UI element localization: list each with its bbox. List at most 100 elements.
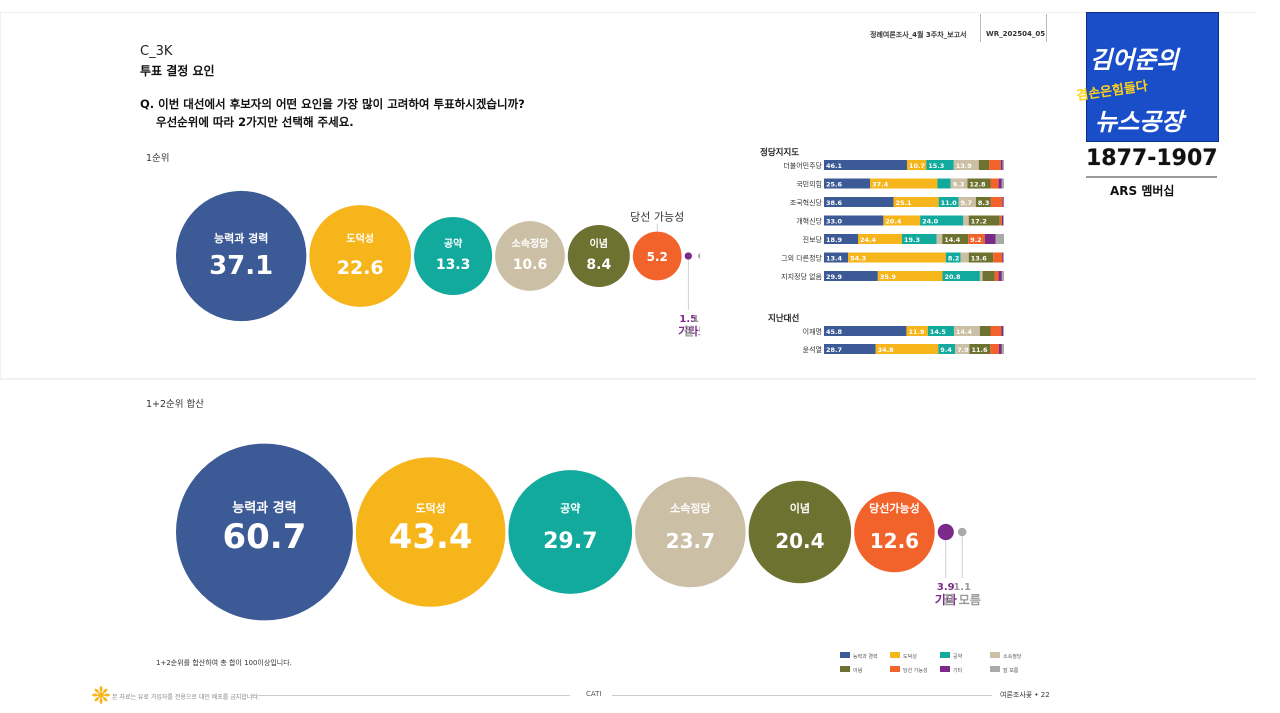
phone-rule (1086, 176, 1217, 178)
legend-item: 잘 모름 (990, 666, 1019, 674)
stack-segment (926, 160, 954, 170)
stack-row: 윤석열 28.7 34.8 9.4 7.9 11.6 (803, 344, 1004, 354)
question-line-2: 우선순위에 따라 2가지만 선택해 주세요. (156, 115, 354, 129)
stack-segment (990, 197, 1003, 207)
show-logo-line3: 뉴스공장 (1095, 108, 1184, 136)
party-support-chart: 더불어민주당 46.1 10.7 15.3 13.9 국민의힘 25.6 37.4 9.3 12.… (781, 160, 1004, 281)
stack-segment (938, 197, 959, 207)
stack-value: 37.4 (872, 181, 889, 189)
legend-label: 당선 가능성 (903, 667, 928, 674)
footer-method: CATI (586, 690, 602, 698)
bubble-value: 12.6 (870, 529, 919, 553)
bubble-label: 공약 (444, 237, 463, 250)
stack-segment (989, 160, 1001, 170)
stack-segment (936, 234, 943, 244)
bubble-value: 5.2 (647, 250, 668, 264)
stack-value: 14.4 (956, 328, 973, 336)
stack-segment (1002, 197, 1004, 207)
bubble-label: 잘 모름 (684, 325, 700, 338)
section-title: 투표 결정 요인 (140, 64, 215, 78)
legend-swatch (840, 666, 850, 672)
bubble-label: 이념 (790, 501, 810, 515)
ars-label: ARS 멤버십 (1110, 184, 1175, 198)
stack-value: 14.5 (930, 328, 947, 336)
bubble-value: 8.4 (586, 257, 611, 273)
stack-row-label: 개혁신당 (796, 217, 822, 226)
bubble-공약: 공약 29.7 (508, 470, 633, 594)
stack-value: 13.9 (956, 162, 973, 170)
legend-swatch (940, 666, 950, 672)
stack-value: 10.7 (909, 162, 925, 170)
stack-segment (1003, 215, 1004, 226)
last-election-title: 지난대선 (768, 314, 800, 324)
stack-segment (993, 252, 1003, 263)
bubble-label: 공약 (560, 501, 580, 515)
bubble-mark (854, 491, 935, 573)
bubble-mark (567, 224, 630, 288)
bubble-value: 20.4 (775, 529, 824, 553)
stack-value: 9.4 (940, 346, 952, 354)
bubble-잘-모름: 1.1잘 모름 (943, 527, 981, 607)
bubble-이념: 이념 8.4 (567, 224, 630, 288)
stack-segment (848, 252, 946, 263)
footer-page: 여론조사꽃 • 22 (1000, 691, 1050, 699)
bubble-label: 이념 (590, 237, 608, 250)
stack-value: 54.3 (850, 255, 866, 263)
stack-segment (937, 178, 951, 189)
stack-segment (824, 344, 876, 354)
bubble-mark (748, 480, 852, 584)
bubble-mark (957, 527, 967, 537)
stack-segment (1002, 252, 1004, 263)
stack-segment (950, 178, 968, 189)
bubble-mark (635, 476, 746, 588)
legend-item: 능력과 경력 (840, 652, 878, 660)
question-code: C_3K (140, 44, 173, 59)
stack-segment (824, 178, 871, 189)
side-strip (1256, 0, 1280, 713)
stack-segment (984, 234, 996, 244)
stack-segment (998, 178, 1002, 189)
stack-value: 25.6 (826, 181, 843, 189)
bubble-label: 기타 (678, 324, 699, 338)
stack-row-label: 진보당 (803, 235, 823, 244)
stack-segment (1001, 344, 1004, 354)
stack-segment (963, 215, 969, 226)
stack-row: 국민의힘 25.6 37.4 9.3 12.8 (796, 178, 1004, 189)
bubble-label: 능력과 경력 (232, 500, 296, 516)
bubble-도덕성: 도덕성 43.4 (355, 457, 506, 607)
stack-segment (824, 234, 859, 244)
stack-segment (824, 215, 884, 226)
bubble-value: 3.9 (937, 582, 955, 593)
stack-value: 34.8 (878, 346, 895, 354)
stack-value: 38.6 (826, 199, 843, 207)
stack-segment (858, 234, 902, 244)
legend-item: 공약 (940, 652, 963, 660)
stack-value: 46.1 (826, 162, 843, 170)
stack-segment (998, 344, 1002, 354)
stack-segment (953, 160, 979, 170)
stack-row: 개혁신당 33.0 20.4 24.0 17.2 (796, 215, 1004, 226)
stack-value: 7.9 (957, 346, 969, 354)
footer-disclaimer: 본 자료는 유료 가입자를 전용으로 대인 배포를 금지합니다. (112, 694, 260, 701)
stack-segment (967, 178, 991, 189)
stack-value: 20.8 (944, 273, 961, 281)
bubble-value: 1.1 (953, 582, 971, 593)
stack-value: 9.2 (970, 236, 982, 244)
bubble-mark (355, 457, 506, 607)
stack-value: 35.9 (880, 273, 897, 281)
bubble-label: 당선 가능성 (630, 211, 684, 224)
stack-value: 28.7 (826, 346, 842, 354)
stack-segment (942, 234, 969, 244)
legend-item: 이념 (840, 666, 862, 674)
bubble-value: 1.1 (692, 314, 700, 325)
stack-segment (953, 326, 980, 336)
bubble-소속정당: 소속정당 23.7 (635, 476, 746, 588)
party-support-title: 정당지지도 (760, 148, 800, 158)
legend-label: 능력과 경력 (853, 653, 878, 660)
stack-row-label: 더불어민주당 (783, 161, 822, 170)
stack-value: 11.6 (971, 346, 988, 354)
stack-row: 그외 다른정당 13.4 54.3 8.2 13.6 (781, 252, 1004, 263)
bubble-label: 기타 (935, 592, 957, 607)
stack-segment (960, 252, 969, 263)
